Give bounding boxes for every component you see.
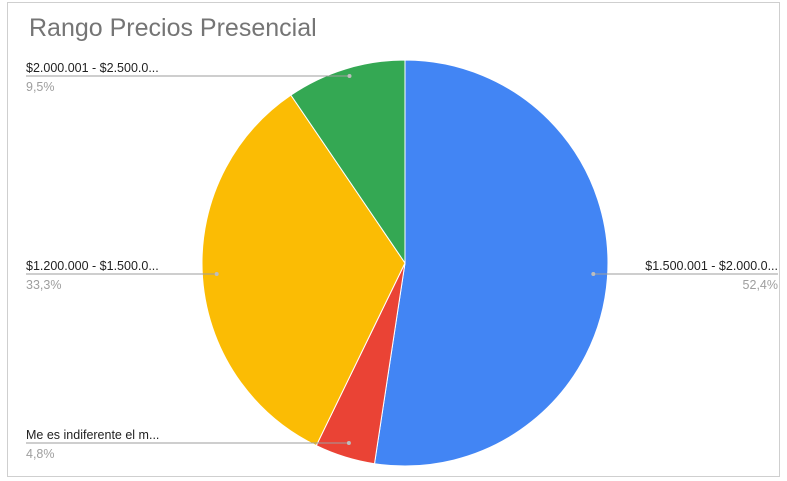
pie-slice[interactable]: [290, 59, 406, 265]
slice-percent-label: 33,3%: [26, 278, 61, 292]
leader-dot: [214, 272, 219, 276]
chart-title: Rango Precios Presencial: [29, 14, 317, 42]
slice-label: Me es indiferente el m...: [26, 428, 159, 442]
slice-label: $1.500.001 - $2.000.0...: [645, 259, 778, 273]
slice-percent-label: 52,4%: [743, 278, 778, 292]
slice-label: $1.200.000 - $1.500.0...: [26, 259, 159, 273]
slice-percent-label: 9,5%: [26, 80, 55, 94]
leader-dot: [346, 441, 351, 445]
leader-dot: [591, 272, 596, 276]
leader-dot: [347, 74, 352, 78]
pie-slice[interactable]: [201, 94, 406, 447]
slice-percent-label: 4,8%: [26, 447, 55, 461]
slice-label: $2.000.001 - $2.500.0...: [26, 61, 159, 75]
pie-slice[interactable]: [373, 59, 609, 467]
